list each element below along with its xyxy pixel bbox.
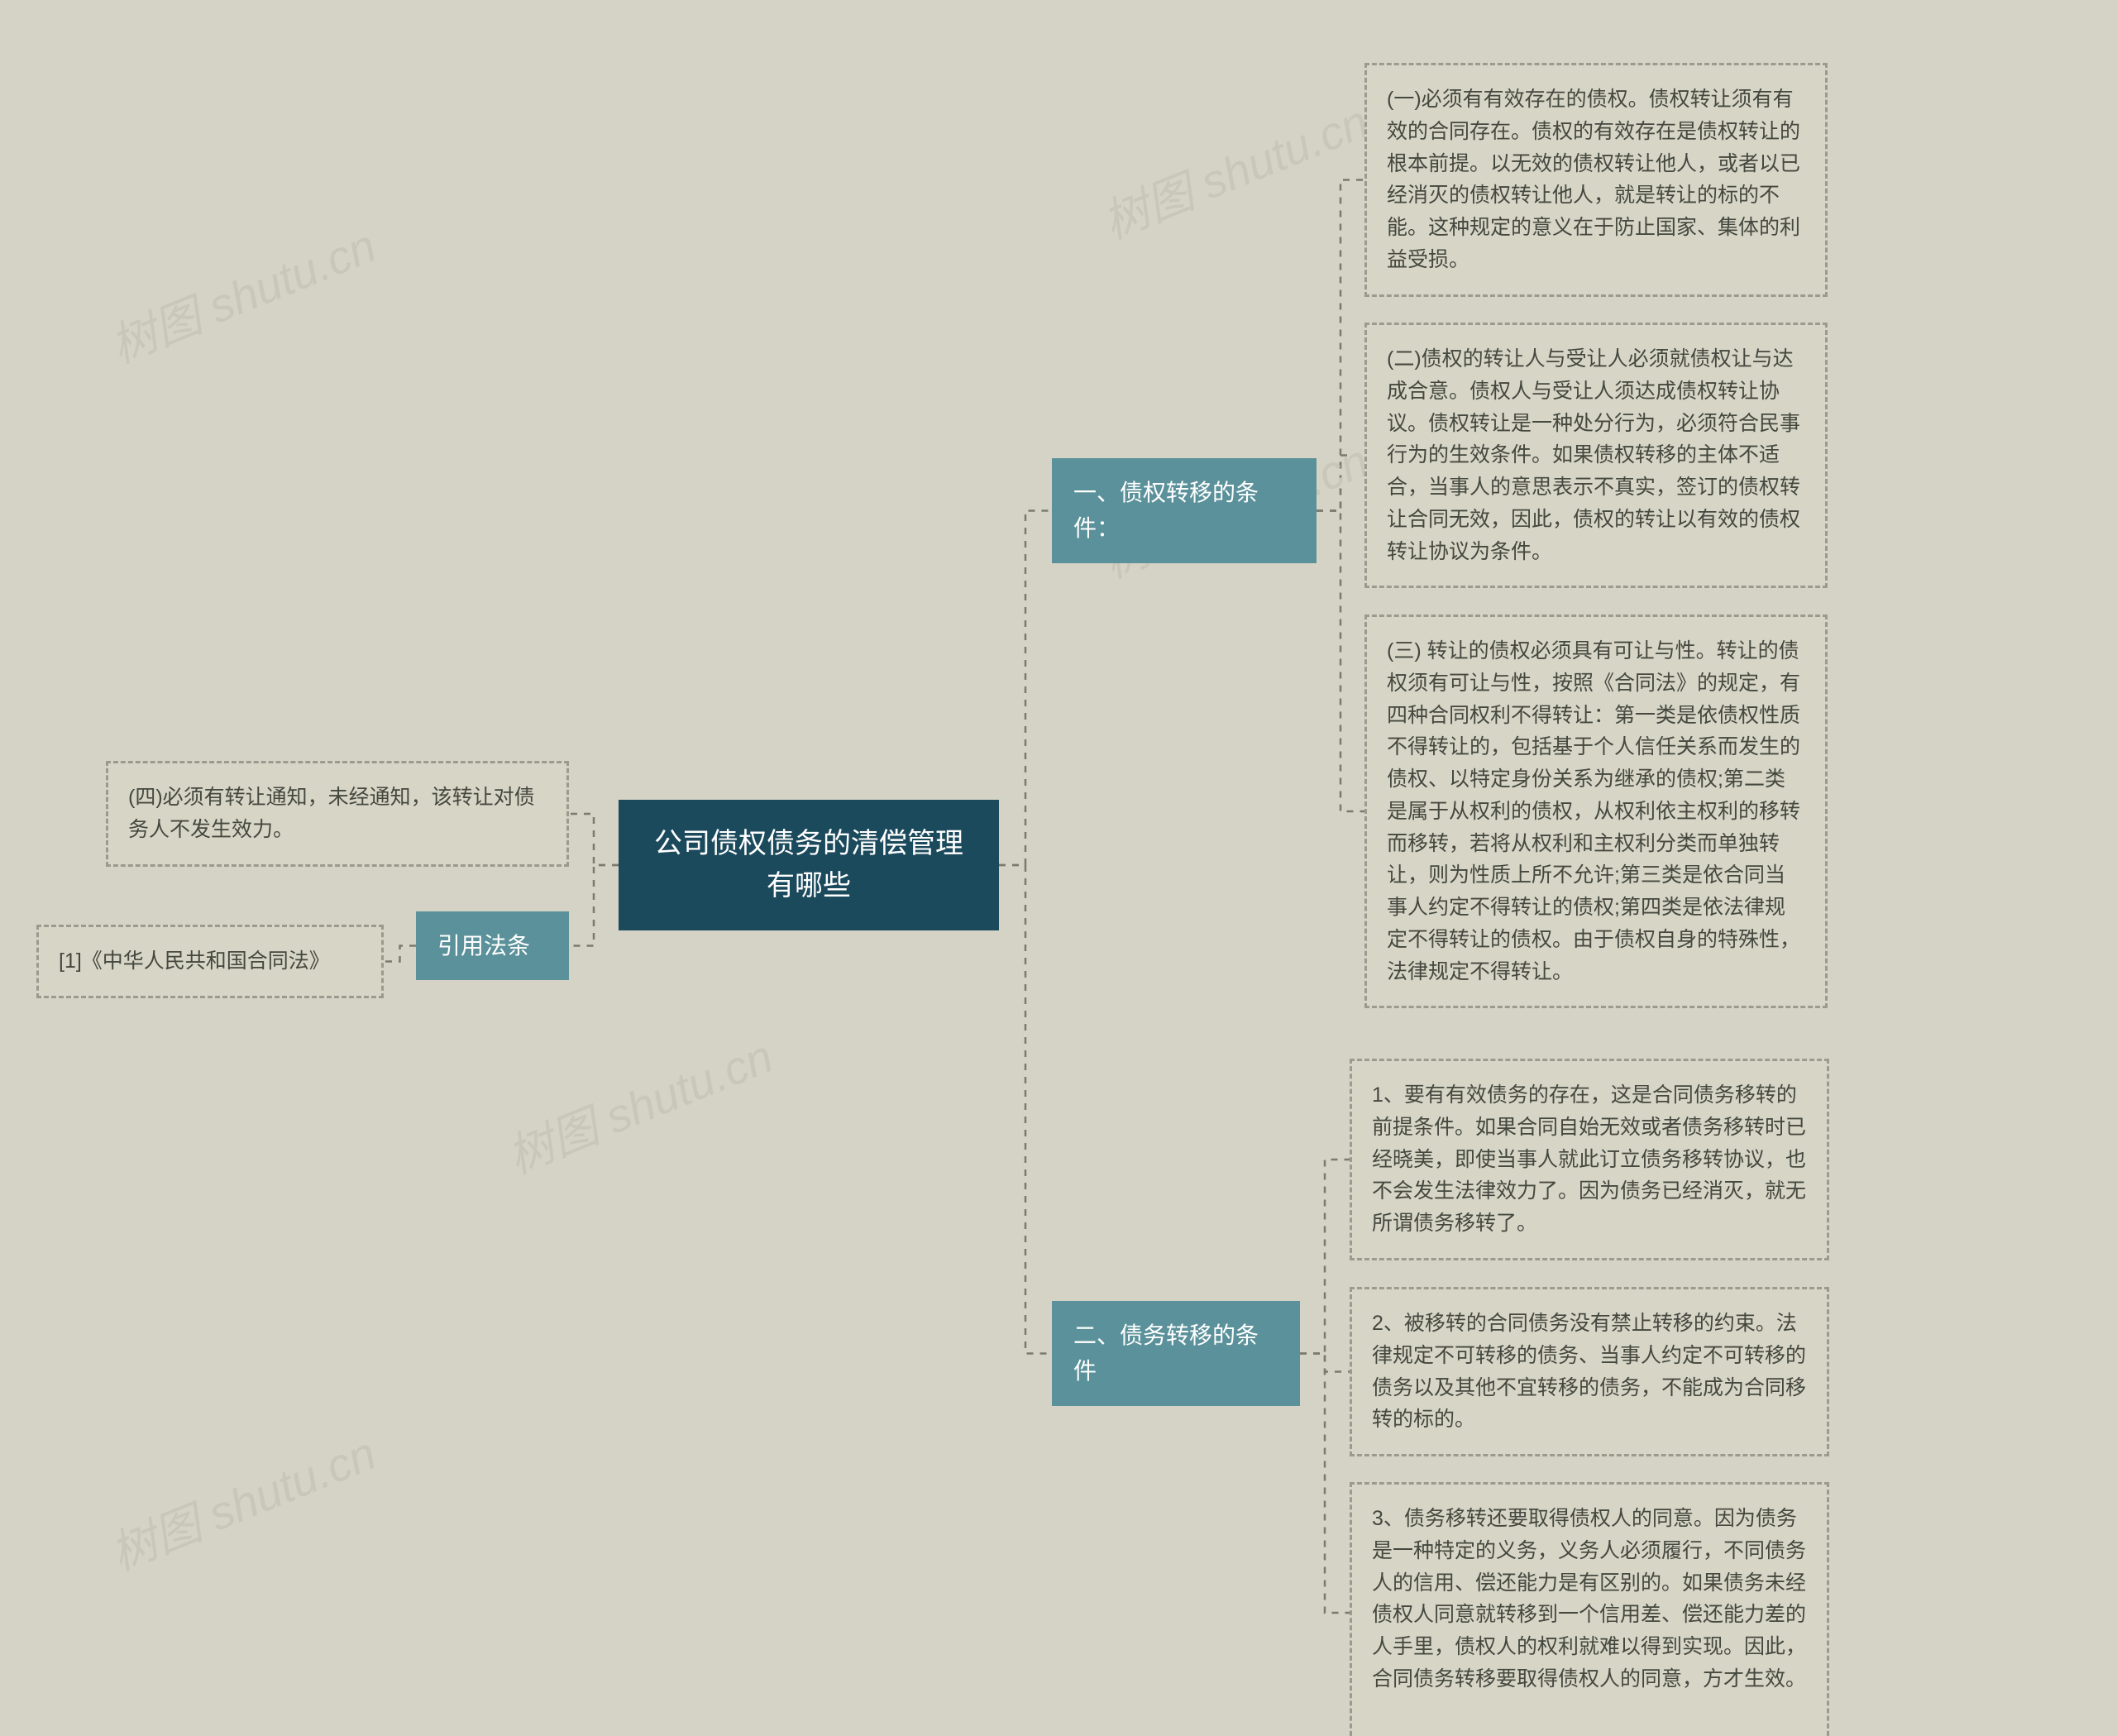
right-node-creditor-conditions[interactable]: 一、债权转移的条件： [1052, 458, 1317, 563]
connector [999, 865, 1052, 1354]
left-node-cite-law[interactable]: 引用法条 [416, 911, 569, 980]
connector [384, 946, 416, 962]
connector [1300, 1354, 1350, 1372]
leaf-node-r2a[interactable]: 1、要有有效债务的存在，这是合同债务移转的前提条件。如果合同自始无效或者债务移转… [1350, 1059, 1829, 1260]
leaf-node-r1a[interactable]: (一)必须有有效存在的债权。债权转让须有有效的合同存在。债权的有效存在是债权转让… [1364, 63, 1828, 297]
connector [1317, 180, 1364, 511]
root-node[interactable]: 公司债权债务的清偿管理有哪些 [619, 800, 999, 930]
connector [1317, 511, 1364, 812]
leaf-node-r1c[interactable]: (三) 转让的债权必须具有可让与性。转让的债权须有可让与性，按照《合同法》的规定… [1364, 615, 1828, 1008]
connector [1300, 1354, 1350, 1614]
leaf-node-r2b[interactable]: 2、被移转的合同债务没有禁止转移的约束。法律规定不可转移的债务、当事人约定不可转… [1350, 1287, 1829, 1456]
connector [999, 511, 1052, 866]
right-node-debt-conditions[interactable]: 二、债务转移的条件 [1052, 1301, 1300, 1406]
leaf-node-contract-law[interactable]: [1]《中华人民共和国合同法》 [36, 925, 384, 998]
connector [1317, 456, 1364, 511]
leaf-node-r1b[interactable]: (二)债权的转让人与受让人必须就债权让与达成合意。债权人与受让人须达成债权转让协… [1364, 323, 1828, 588]
connector [569, 814, 619, 865]
left-node-condition-4[interactable]: (四)必须有转让通知，未经通知，该转让对债务人不发生效力。 [106, 761, 569, 867]
connector [569, 865, 619, 946]
mindmap-canvas: 树图 shutu.cn树图 shutu.cn树图 shutu.cn树图 shut… [0, 0, 2117, 1736]
leaf-node-r2c[interactable]: 3、债务移转还要取得债权人的同意。因为债务是一种特定的义务，义务人必须履行，不同… [1350, 1482, 1829, 1736]
connector [1300, 1160, 1350, 1354]
